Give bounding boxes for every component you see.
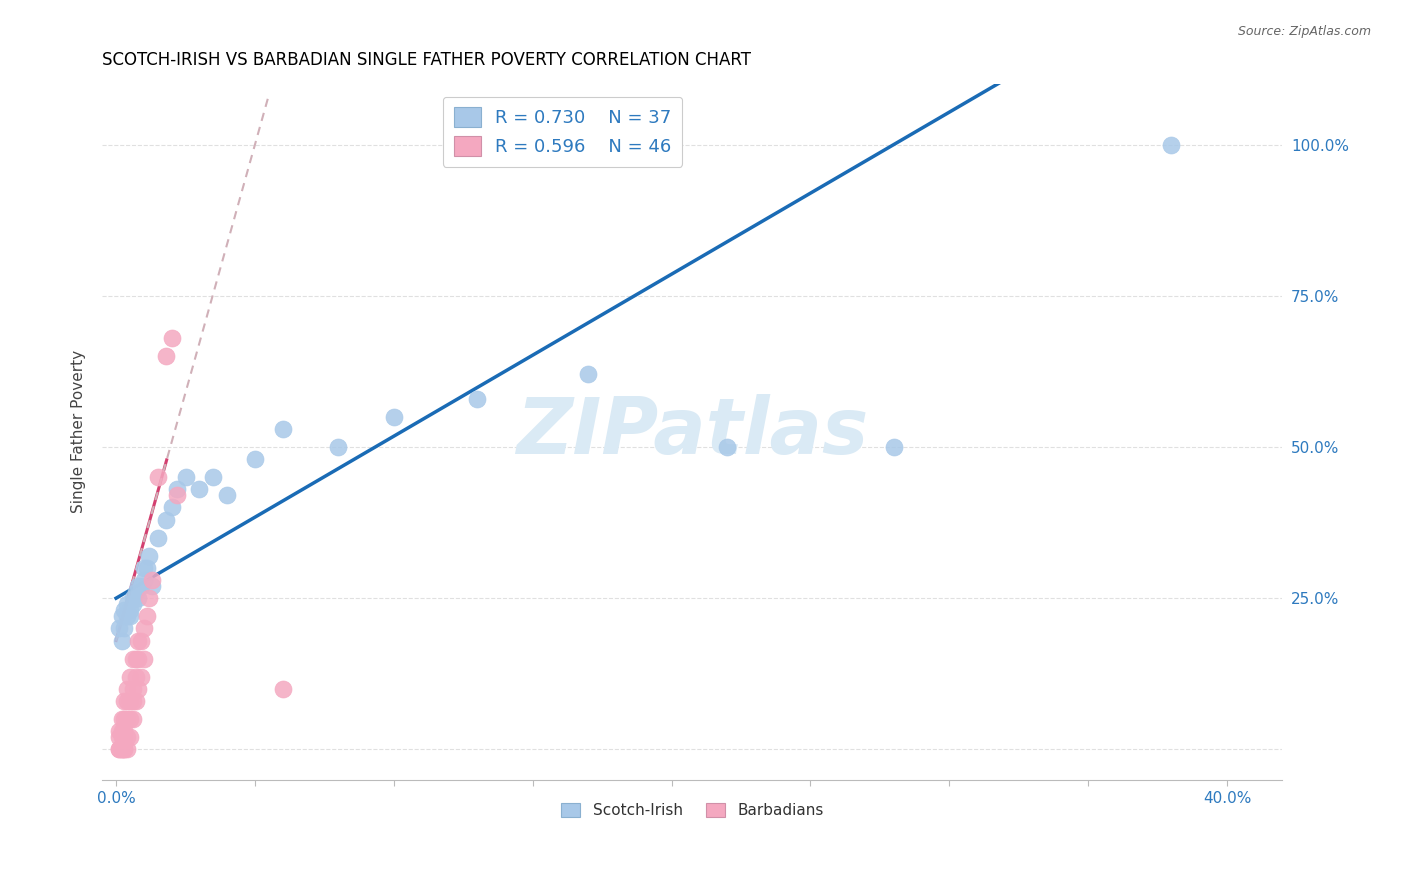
- Point: [118, 694, 141, 708]
- Point: [115, 597, 138, 611]
- Point: [115, 712, 138, 726]
- Point: [138, 549, 160, 563]
- Point: [112, 724, 135, 739]
- Point: [118, 609, 141, 624]
- Point: [112, 694, 135, 708]
- Point: [115, 694, 138, 708]
- Point: [112, 742, 135, 756]
- Point: [127, 651, 149, 665]
- Text: SCOTCH-IRISH VS BARBADIAN SINGLE FATHER POVERTY CORRELATION CHART: SCOTCH-IRISH VS BARBADIAN SINGLE FATHER …: [103, 51, 751, 69]
- Point: [108, 742, 131, 756]
- Point: [111, 609, 134, 624]
- Point: [160, 500, 183, 515]
- Point: [141, 579, 163, 593]
- Point: [111, 742, 134, 756]
- Point: [576, 368, 599, 382]
- Point: [135, 561, 157, 575]
- Point: [127, 633, 149, 648]
- Y-axis label: Single Father Poverty: Single Father Poverty: [72, 351, 86, 514]
- Point: [132, 651, 155, 665]
- Point: [155, 512, 177, 526]
- Point: [160, 331, 183, 345]
- Point: [112, 742, 135, 756]
- Point: [155, 349, 177, 363]
- Point: [217, 488, 239, 502]
- Point: [141, 573, 163, 587]
- Point: [124, 670, 146, 684]
- Point: [243, 452, 266, 467]
- Point: [124, 585, 146, 599]
- Point: [111, 724, 134, 739]
- Point: [883, 440, 905, 454]
- Point: [271, 681, 294, 696]
- Point: [1160, 137, 1182, 152]
- Text: Source: ZipAtlas.com: Source: ZipAtlas.com: [1237, 25, 1371, 38]
- Point: [127, 681, 149, 696]
- Point: [108, 742, 131, 756]
- Point: [118, 670, 141, 684]
- Point: [121, 712, 143, 726]
- Point: [129, 633, 152, 648]
- Point: [132, 573, 155, 587]
- Point: [129, 579, 152, 593]
- Point: [111, 633, 134, 648]
- Point: [115, 681, 138, 696]
- Point: [118, 603, 141, 617]
- Point: [716, 440, 738, 454]
- Point: [115, 609, 138, 624]
- Point: [121, 591, 143, 606]
- Point: [135, 609, 157, 624]
- Point: [127, 591, 149, 606]
- Point: [118, 712, 141, 726]
- Point: [108, 622, 131, 636]
- Point: [112, 731, 135, 745]
- Point: [271, 422, 294, 436]
- Point: [115, 742, 138, 756]
- Point: [121, 694, 143, 708]
- Point: [115, 731, 138, 745]
- Point: [127, 579, 149, 593]
- Point: [111, 742, 134, 756]
- Point: [166, 483, 188, 497]
- Point: [146, 531, 169, 545]
- Point: [124, 694, 146, 708]
- Point: [146, 470, 169, 484]
- Point: [112, 622, 135, 636]
- Point: [132, 622, 155, 636]
- Point: [382, 409, 405, 424]
- Point: [465, 392, 488, 406]
- Point: [108, 724, 131, 739]
- Point: [138, 591, 160, 606]
- Point: [121, 651, 143, 665]
- Point: [112, 603, 135, 617]
- Point: [121, 597, 143, 611]
- Point: [202, 470, 225, 484]
- Point: [112, 712, 135, 726]
- Legend: Scotch-Irish, Barbadians: Scotch-Irish, Barbadians: [554, 797, 830, 824]
- Point: [111, 731, 134, 745]
- Text: ZIPatlas: ZIPatlas: [516, 394, 869, 470]
- Point: [111, 712, 134, 726]
- Point: [132, 561, 155, 575]
- Point: [118, 731, 141, 745]
- Point: [121, 681, 143, 696]
- Point: [108, 731, 131, 745]
- Point: [124, 651, 146, 665]
- Point: [188, 483, 211, 497]
- Point: [328, 440, 350, 454]
- Point: [174, 470, 197, 484]
- Point: [166, 488, 188, 502]
- Point: [129, 670, 152, 684]
